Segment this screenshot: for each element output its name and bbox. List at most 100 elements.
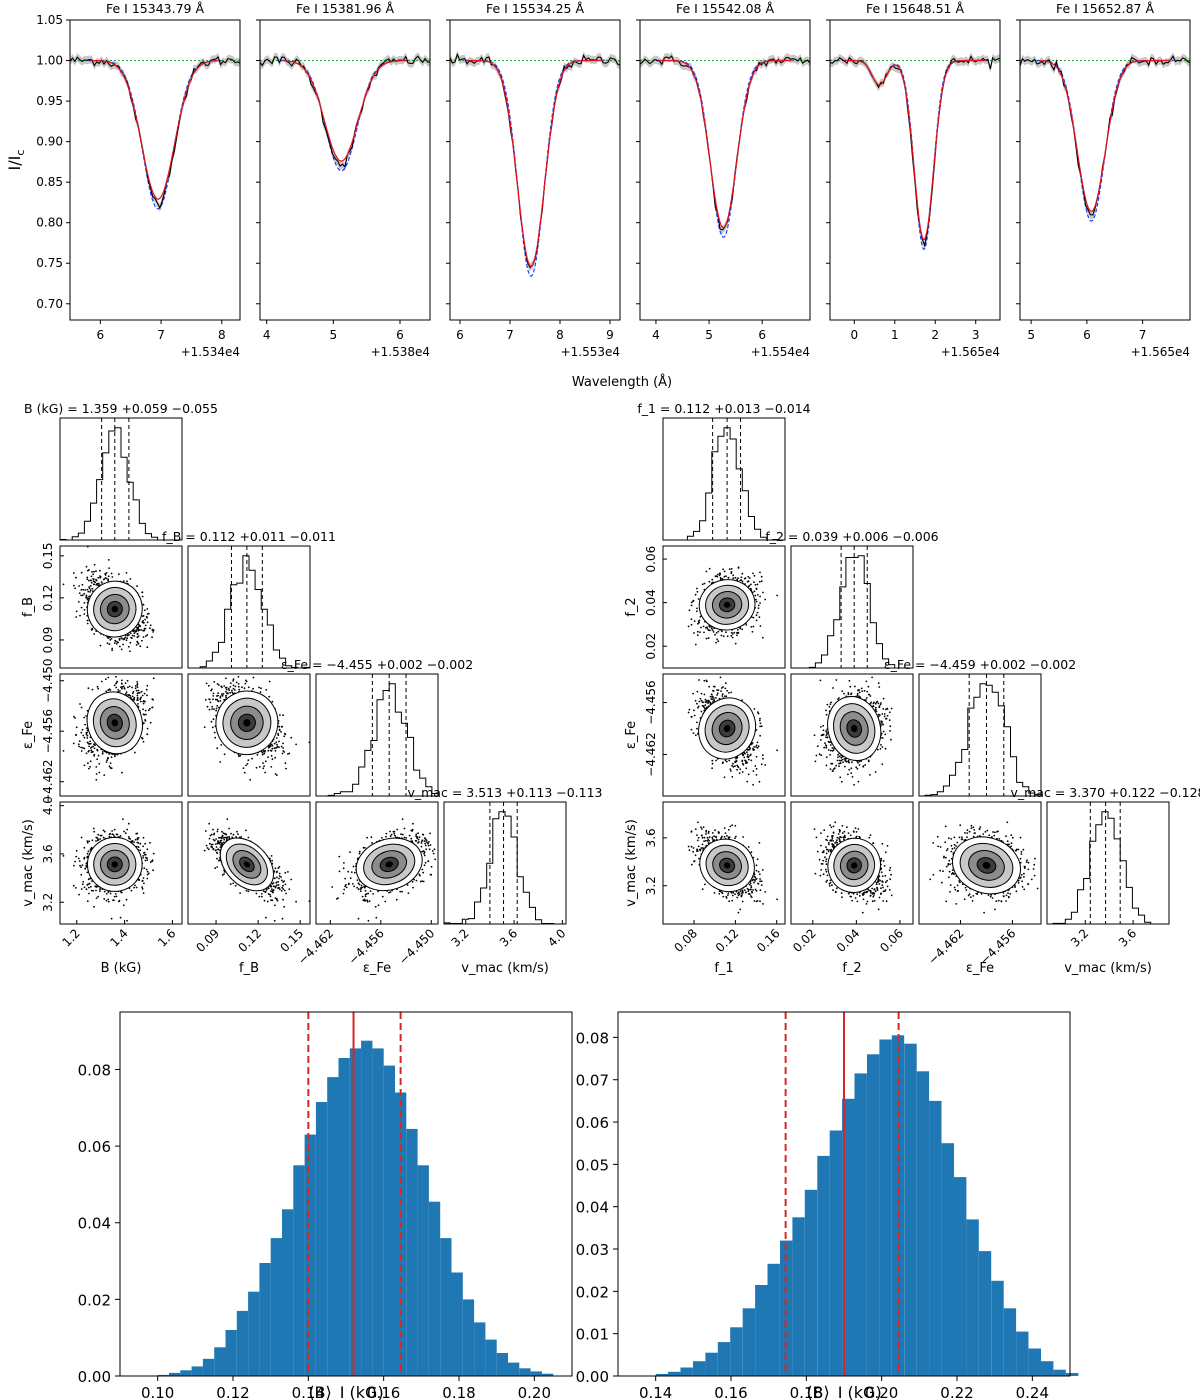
scatter-point	[217, 684, 220, 686]
scatter-point	[252, 676, 255, 679]
scatter-point	[89, 760, 92, 763]
scatter-point	[96, 837, 99, 840]
scatter-point	[113, 684, 116, 687]
scatter-point	[103, 830, 106, 833]
scatter-point	[135, 832, 138, 835]
x-tick-label: 6	[396, 328, 404, 342]
scatter-point	[136, 694, 139, 697]
scatter-point	[212, 692, 215, 695]
panel-title: Fe I 15648.51 Å	[866, 1, 964, 16]
scatter-point	[95, 578, 97, 581]
param-title: f_B = 0.112 +0.011 −0.011	[162, 529, 336, 544]
x-tick-label: 4	[652, 328, 660, 342]
scatter-point	[127, 686, 129, 689]
scatter-point	[84, 589, 87, 591]
scatter-point	[87, 850, 90, 853]
y-tick-label: −4.456	[41, 709, 55, 753]
scatter-point	[90, 581, 93, 584]
scatter-point	[94, 581, 97, 584]
scatter-point	[207, 684, 210, 687]
scatter-point	[264, 771, 266, 774]
scatter-point	[80, 873, 83, 876]
scatter-point	[232, 678, 235, 681]
scatter-point	[231, 689, 233, 692]
scatter-point	[130, 636, 133, 639]
scatter-point	[210, 689, 213, 692]
scatter-point	[217, 700, 220, 703]
x-tick-label: 7	[1139, 328, 1147, 342]
scatter-point	[142, 629, 145, 632]
scatter-point	[264, 760, 267, 763]
scatter-point	[73, 864, 75, 867]
scatter-point	[251, 757, 254, 760]
scatter-point	[92, 573, 94, 576]
scatter-point	[135, 644, 138, 646]
scatter-point	[116, 833, 119, 836]
scatter-point	[278, 746, 280, 749]
scatter-point	[101, 751, 104, 753]
scatter-point	[90, 746, 93, 748]
scatter-point	[145, 688, 148, 691]
scatter-point	[106, 642, 109, 645]
scatter-point	[204, 698, 207, 701]
scatter-point	[139, 645, 142, 648]
scatter-point	[211, 726, 214, 729]
x-tick-label: 6	[97, 328, 105, 342]
scatter-point	[95, 840, 97, 842]
scatter-point	[146, 621, 149, 624]
scatter-point	[103, 774, 106, 776]
scatter-point	[143, 627, 146, 630]
scatter-point	[149, 841, 151, 844]
scatter-point	[211, 708, 214, 710]
scatter-point	[224, 687, 227, 689]
scatter-point	[124, 693, 127, 695]
y-tick-label: 0.09	[41, 627, 55, 654]
y-tick-label: 0.95	[36, 94, 63, 108]
scatter-point	[211, 705, 214, 708]
scatter-point	[119, 645, 121, 648]
hist-step	[188, 555, 311, 669]
scatter-point	[276, 774, 278, 776]
scatter-point	[220, 744, 223, 746]
scatter-point	[87, 762, 89, 765]
x-tick-label: 8	[218, 328, 226, 342]
scatter-point	[256, 754, 259, 756]
scatter-point	[80, 731, 83, 734]
scatter-point	[110, 756, 113, 759]
scatter-point	[73, 715, 75, 718]
scatter-point	[74, 587, 76, 590]
scatter-point	[141, 879, 144, 882]
y-tick-label: 0.80	[36, 216, 63, 230]
scatter-point	[144, 618, 147, 621]
scatter-point	[268, 680, 271, 683]
scatter-point	[135, 689, 138, 692]
scatter-point	[85, 733, 88, 736]
scatter-point	[81, 583, 84, 586]
scatter-point	[129, 632, 132, 635]
scatter-point	[125, 691, 128, 693]
scatter-point	[80, 750, 83, 752]
scatter-point	[99, 576, 102, 579]
scatter-point	[142, 877, 145, 879]
scatter-point	[270, 766, 273, 768]
scatter-point	[93, 633, 96, 635]
scatter-point	[77, 857, 80, 860]
uncertainty-band	[450, 50, 620, 272]
scatter-point	[85, 888, 88, 891]
scatter-point	[88, 579, 90, 582]
model-line-dashed	[655, 59, 795, 238]
scatter-point	[98, 771, 101, 774]
scatter-point	[114, 893, 117, 895]
scatter-point	[78, 860, 81, 862]
scatter-point	[122, 580, 125, 582]
scatter-point	[95, 570, 97, 573]
scatter-point	[125, 572, 128, 574]
scatter-point	[119, 835, 122, 837]
scatter-point	[243, 771, 246, 774]
scatter-point	[138, 624, 141, 626]
scatter-point	[143, 722, 145, 724]
scatter-point	[125, 639, 128, 642]
scatter-point	[90, 575, 93, 578]
scatter-point	[83, 846, 86, 849]
